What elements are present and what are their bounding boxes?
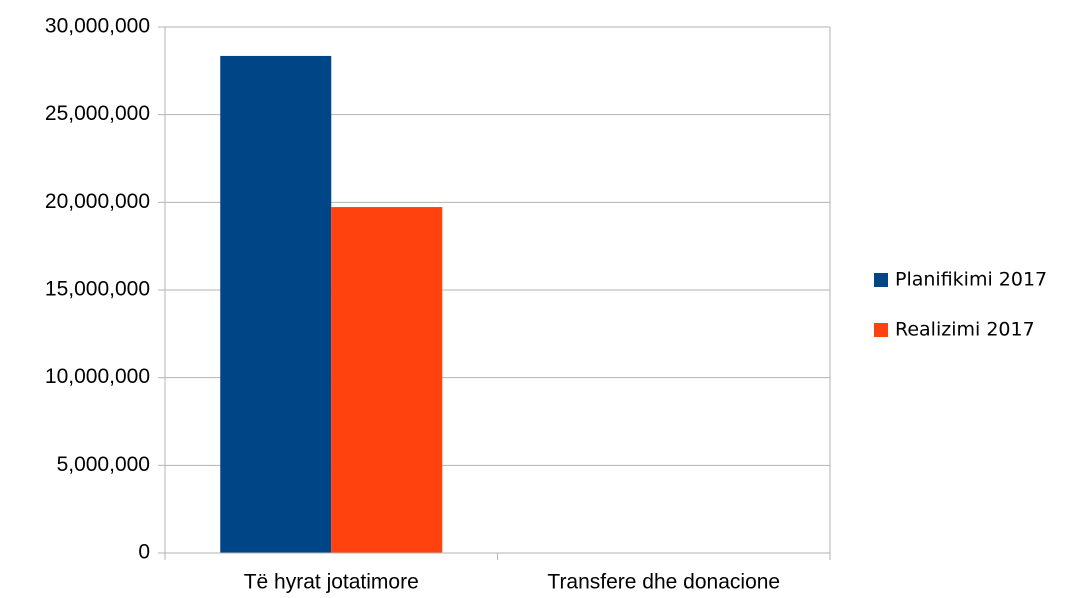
bar [331, 207, 443, 554]
legend-label: Planifikimi 2017 [895, 269, 1047, 291]
y-tick-label: 0 [138, 541, 150, 564]
bar [220, 55, 332, 554]
y-tick-label: 20,000,000 [45, 190, 150, 213]
y-tick-label: 15,000,000 [45, 278, 150, 301]
y-tick-label: 5,000,000 [57, 453, 150, 476]
legend-label: Realizimi 2017 [895, 319, 1035, 341]
legend-swatch [874, 323, 888, 337]
y-tick-label: 30,000,000 [45, 15, 150, 38]
y-tick-label: 25,000,000 [45, 102, 150, 125]
x-tick-label: Të hyrat jotatimore [244, 571, 419, 594]
y-tick-label: 10,000,000 [45, 365, 150, 388]
x-tick-label: Transfere dhe donacione [547, 571, 780, 594]
legend-swatch [874, 273, 888, 287]
